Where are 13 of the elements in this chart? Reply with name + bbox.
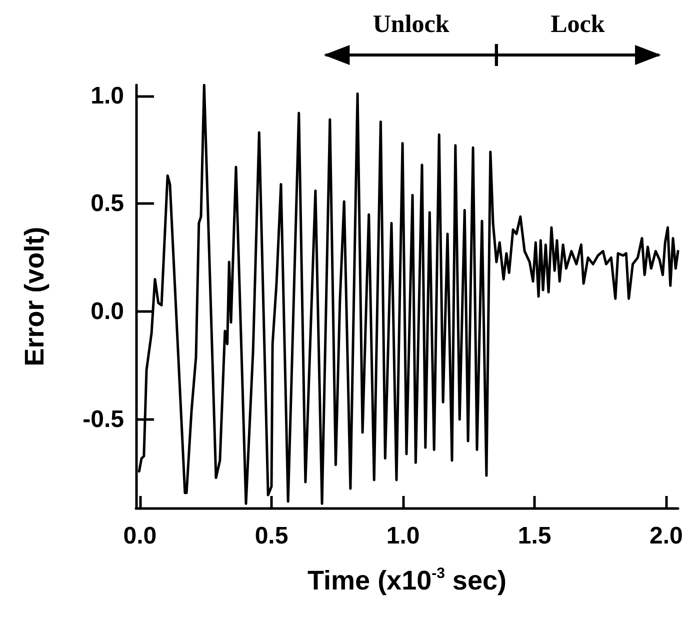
- text: Lock: [550, 11, 605, 38]
- x-tick-label: 1.5: [518, 522, 552, 550]
- y-tick-label: 1.0: [90, 82, 124, 110]
- line-series: [138, 84, 680, 505]
- x-tick-label: 0.5: [254, 522, 288, 550]
- y-tick-label: 0.5: [90, 190, 124, 218]
- x-tick-label: 0.0: [123, 522, 157, 550]
- x-tick-label: 1.0: [386, 522, 420, 550]
- y-axis-title: Error (volt): [20, 226, 50, 366]
- y-tick-label: -0.5: [82, 406, 124, 434]
- text: Unlock: [372, 11, 450, 38]
- x-tick-label: 2.0: [649, 522, 683, 550]
- y-tick-label: 0.0: [90, 298, 124, 326]
